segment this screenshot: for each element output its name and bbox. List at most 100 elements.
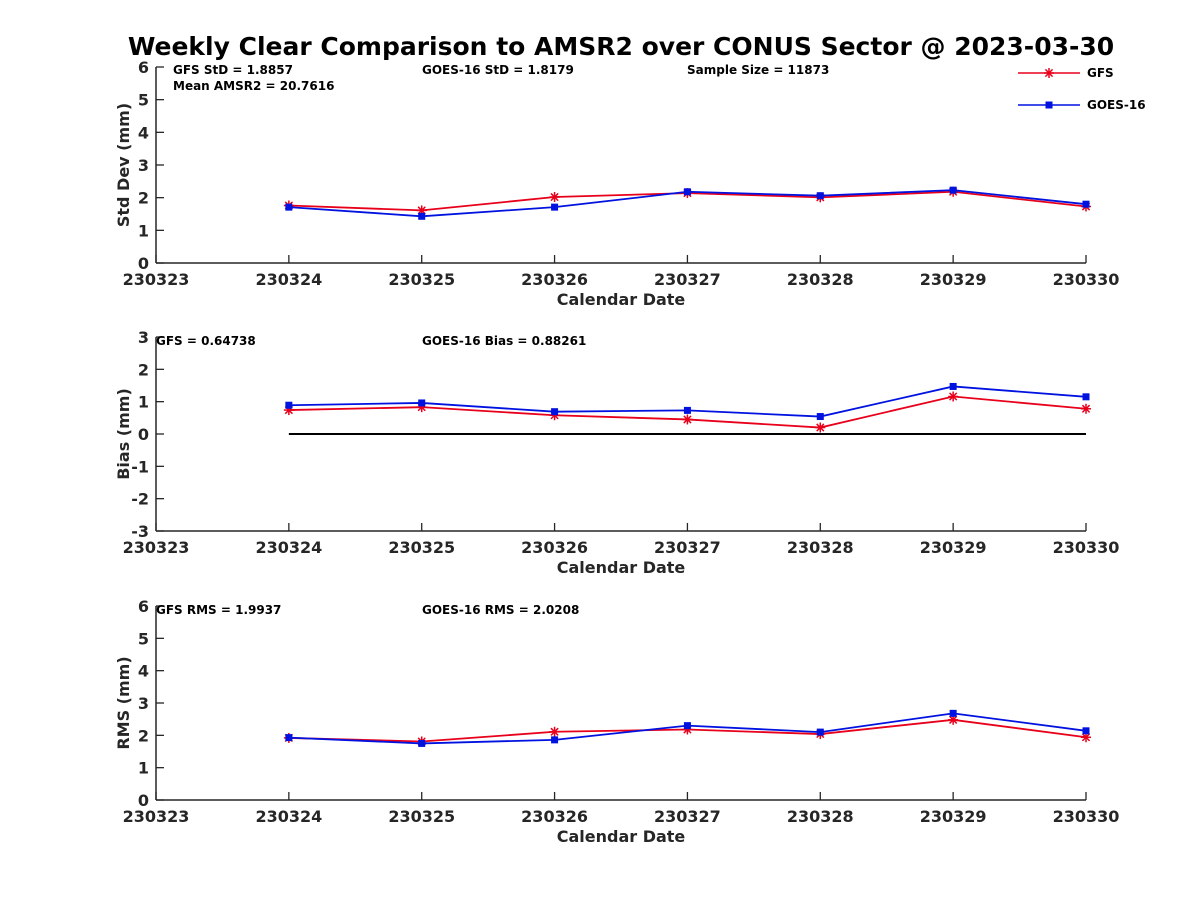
- y-tick-label: 4: [138, 123, 149, 142]
- data-point: [551, 408, 559, 416]
- y-tick-label: 2: [138, 360, 149, 379]
- data-point: [816, 728, 824, 736]
- data-point: [551, 203, 559, 211]
- data-point: [418, 212, 426, 220]
- stat-annotation: GFS = 0.64738: [156, 334, 256, 348]
- series-goes-16: [285, 186, 1090, 220]
- data-point: [1082, 727, 1090, 735]
- data-point: [549, 192, 560, 203]
- x-tick-label: 230324: [255, 538, 322, 557]
- x-tick-label: 230329: [920, 270, 987, 289]
- data-point: [285, 734, 293, 742]
- stat-annotation: GFS StD = 1.8857: [173, 63, 293, 77]
- y-axis-label: RMS (mm): [114, 656, 133, 749]
- x-tick-label: 230330: [1053, 270, 1120, 289]
- x-tick-label: 230329: [920, 538, 987, 557]
- data-point: [418, 739, 426, 747]
- stat-annotation: GFS RMS = 1.9937: [156, 603, 281, 617]
- data-point: [816, 192, 824, 200]
- y-tick-label: 6: [138, 597, 149, 616]
- legend-gfs-label: GFS: [1087, 66, 1114, 80]
- y-tick-label: 2: [138, 189, 149, 208]
- series-gfs: [283, 391, 1091, 433]
- x-tick-label: 230326: [521, 807, 588, 826]
- y-axis-label: Bias (mm): [114, 388, 133, 480]
- x-tick-label: 230325: [388, 270, 455, 289]
- y-tick-label: 1: [138, 393, 149, 412]
- x-axis-label: Calendar Date: [557, 827, 686, 846]
- legend: GFS GOES-16: [1018, 66, 1146, 112]
- y-tick-label: 4: [138, 662, 149, 681]
- data-point: [1081, 403, 1091, 414]
- x-axis-label: Calendar Date: [557, 558, 686, 577]
- legend-goes-marker: [1045, 101, 1053, 109]
- data-point: [815, 422, 826, 433]
- x-axis-label: Calendar Date: [557, 290, 686, 309]
- x-tick-label: 230330: [1053, 538, 1120, 557]
- y-tick-label: -1: [131, 457, 149, 476]
- x-tick-label: 230324: [255, 807, 322, 826]
- y-tick-label: 3: [138, 694, 149, 713]
- y-tick-label: 0: [138, 254, 149, 273]
- x-tick-label: 230323: [123, 538, 190, 557]
- x-tick-label: 230324: [255, 270, 322, 289]
- y-tick-label: 1: [138, 759, 149, 778]
- y-tick-label: 1: [138, 221, 149, 240]
- stat-annotation: Sample Size = 11873: [687, 63, 829, 77]
- stat-annotation: Mean AMSR2 = 20.7616: [173, 79, 334, 93]
- x-tick-label: 230330: [1053, 807, 1120, 826]
- x-tick-label: 230326: [521, 270, 588, 289]
- chart-title: Weekly Clear Comparison to AMSR2 over CO…: [128, 32, 1114, 61]
- y-tick-label: 0: [138, 791, 149, 810]
- x-tick-label: 230327: [654, 538, 721, 557]
- stat-annotation: GOES-16 RMS = 2.0208: [422, 603, 579, 617]
- data-point: [285, 203, 293, 211]
- stat-annotation: GOES-16 Bias = 0.88261: [422, 334, 586, 348]
- data-point: [948, 391, 959, 402]
- data-point: [949, 709, 957, 717]
- x-tick-label: 230328: [787, 538, 854, 557]
- series-gfs: [283, 714, 1091, 747]
- data-point: [551, 736, 559, 744]
- x-tick-label: 230325: [388, 807, 455, 826]
- series-goes-16: [285, 382, 1090, 421]
- y-axis-label: Std Dev (mm): [114, 103, 133, 227]
- x-tick-label: 230323: [123, 270, 190, 289]
- data-point: [1082, 200, 1090, 208]
- legend-gfs-marker: [1044, 68, 1054, 78]
- data-point: [949, 186, 957, 194]
- y-tick-label: -2: [131, 490, 149, 509]
- data-point: [549, 726, 560, 737]
- series-goes-16: [285, 709, 1090, 747]
- panel-1: 230323 230324 230325 230326 230327 230328 2303…: [114, 58, 1119, 309]
- y-tick-label: 2: [138, 726, 149, 745]
- data-point: [1081, 732, 1091, 743]
- data-point: [949, 382, 957, 390]
- x-tick-label: 230325: [388, 538, 455, 557]
- y-tick-label: -3: [131, 522, 149, 541]
- data-point: [285, 401, 293, 409]
- y-tick-label: 0: [138, 425, 149, 444]
- stat-annotation: GOES-16 StD = 1.8179: [422, 63, 574, 77]
- x-tick-label: 230326: [521, 538, 588, 557]
- data-point: [1082, 393, 1090, 401]
- y-tick-label: 3: [138, 328, 149, 347]
- data-point: [418, 399, 426, 407]
- x-tick-label: 230328: [787, 270, 854, 289]
- x-tick-label: 230328: [787, 807, 854, 826]
- panel-3: 230323 230324 230325 230326 230327 230328 2303…: [114, 597, 1119, 846]
- panel-2: 230323 230324 230325 230326 230327 230328 2303…: [114, 328, 1119, 577]
- x-tick-label: 230323: [123, 807, 190, 826]
- data-point: [683, 722, 691, 730]
- x-tick-label: 230327: [654, 807, 721, 826]
- y-tick-label: 5: [138, 629, 149, 648]
- x-tick-label: 230327: [654, 270, 721, 289]
- legend-goes-label: GOES-16: [1087, 98, 1146, 112]
- y-tick-label: 6: [138, 58, 149, 77]
- data-point: [683, 406, 691, 414]
- data-point: [682, 414, 693, 425]
- data-point: [683, 188, 691, 196]
- y-tick-label: 3: [138, 156, 149, 175]
- data-point: [816, 413, 824, 421]
